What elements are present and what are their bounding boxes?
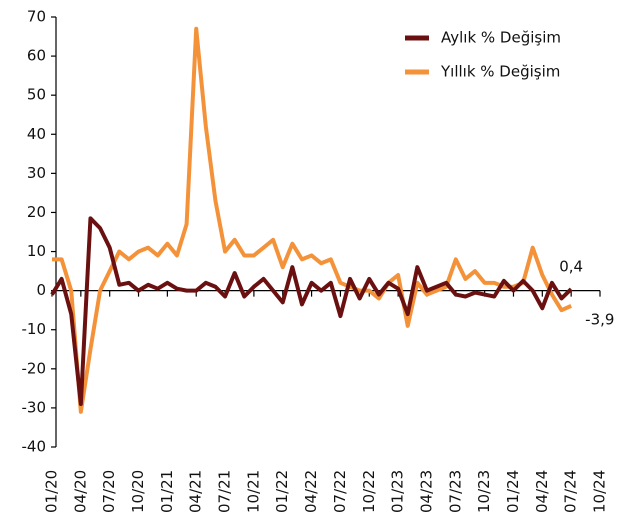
x-tick-label: 01/22: [273, 470, 291, 513]
y-tick-label: -40: [22, 438, 47, 456]
x-tick-label: 01/20: [43, 470, 61, 513]
y-tick-label: 70: [27, 8, 46, 26]
x-tick-label: 07/23: [446, 470, 464, 513]
x-tick-label: 04/21: [187, 470, 205, 513]
y-tick-label: 20: [27, 203, 46, 221]
x-tick-label: 04/20: [71, 470, 89, 513]
x-tick-label: 04/23: [417, 470, 435, 513]
x-tick-label: 07/22: [331, 470, 349, 513]
y-tick-label: 30: [27, 164, 46, 182]
y-tick-label: 0: [36, 281, 46, 299]
y-tick-label: -20: [22, 359, 47, 377]
x-tick-label: 04/24: [533, 470, 551, 513]
x-tick-label: 10/20: [129, 470, 147, 513]
x-tick-label: 10/22: [360, 470, 378, 513]
y-tick-label: 40: [27, 125, 46, 143]
y-tick-label: -10: [22, 320, 47, 338]
legend-label: Yıllık % Değişim: [440, 63, 560, 81]
y-tick-label: 60: [27, 47, 46, 65]
series-line: [52, 26, 572, 414]
x-tick-label: 01/21: [158, 470, 176, 513]
x-tick-label: 07/20: [100, 470, 118, 513]
data-label: 0,4: [559, 258, 583, 276]
y-tick-label: -30: [22, 398, 47, 416]
y-tick-label: 50: [27, 86, 46, 104]
x-tick-label: 07/24: [562, 470, 580, 513]
x-tick-label: 01/24: [504, 470, 522, 513]
x-tick-label: 01/23: [389, 470, 407, 513]
x-tick-label: 07/21: [216, 470, 234, 513]
x-tick-label: 04/22: [302, 470, 320, 513]
data-label: -3,9: [585, 310, 614, 328]
legend-label: Aylık % Değişim: [441, 29, 561, 47]
y-tick-label: 10: [27, 242, 46, 260]
x-tick-label: 10/21: [244, 470, 262, 513]
series-line: [50, 216, 573, 406]
x-tick-label: 10/23: [475, 470, 493, 513]
x-tick-label: 10/24: [591, 470, 609, 513]
